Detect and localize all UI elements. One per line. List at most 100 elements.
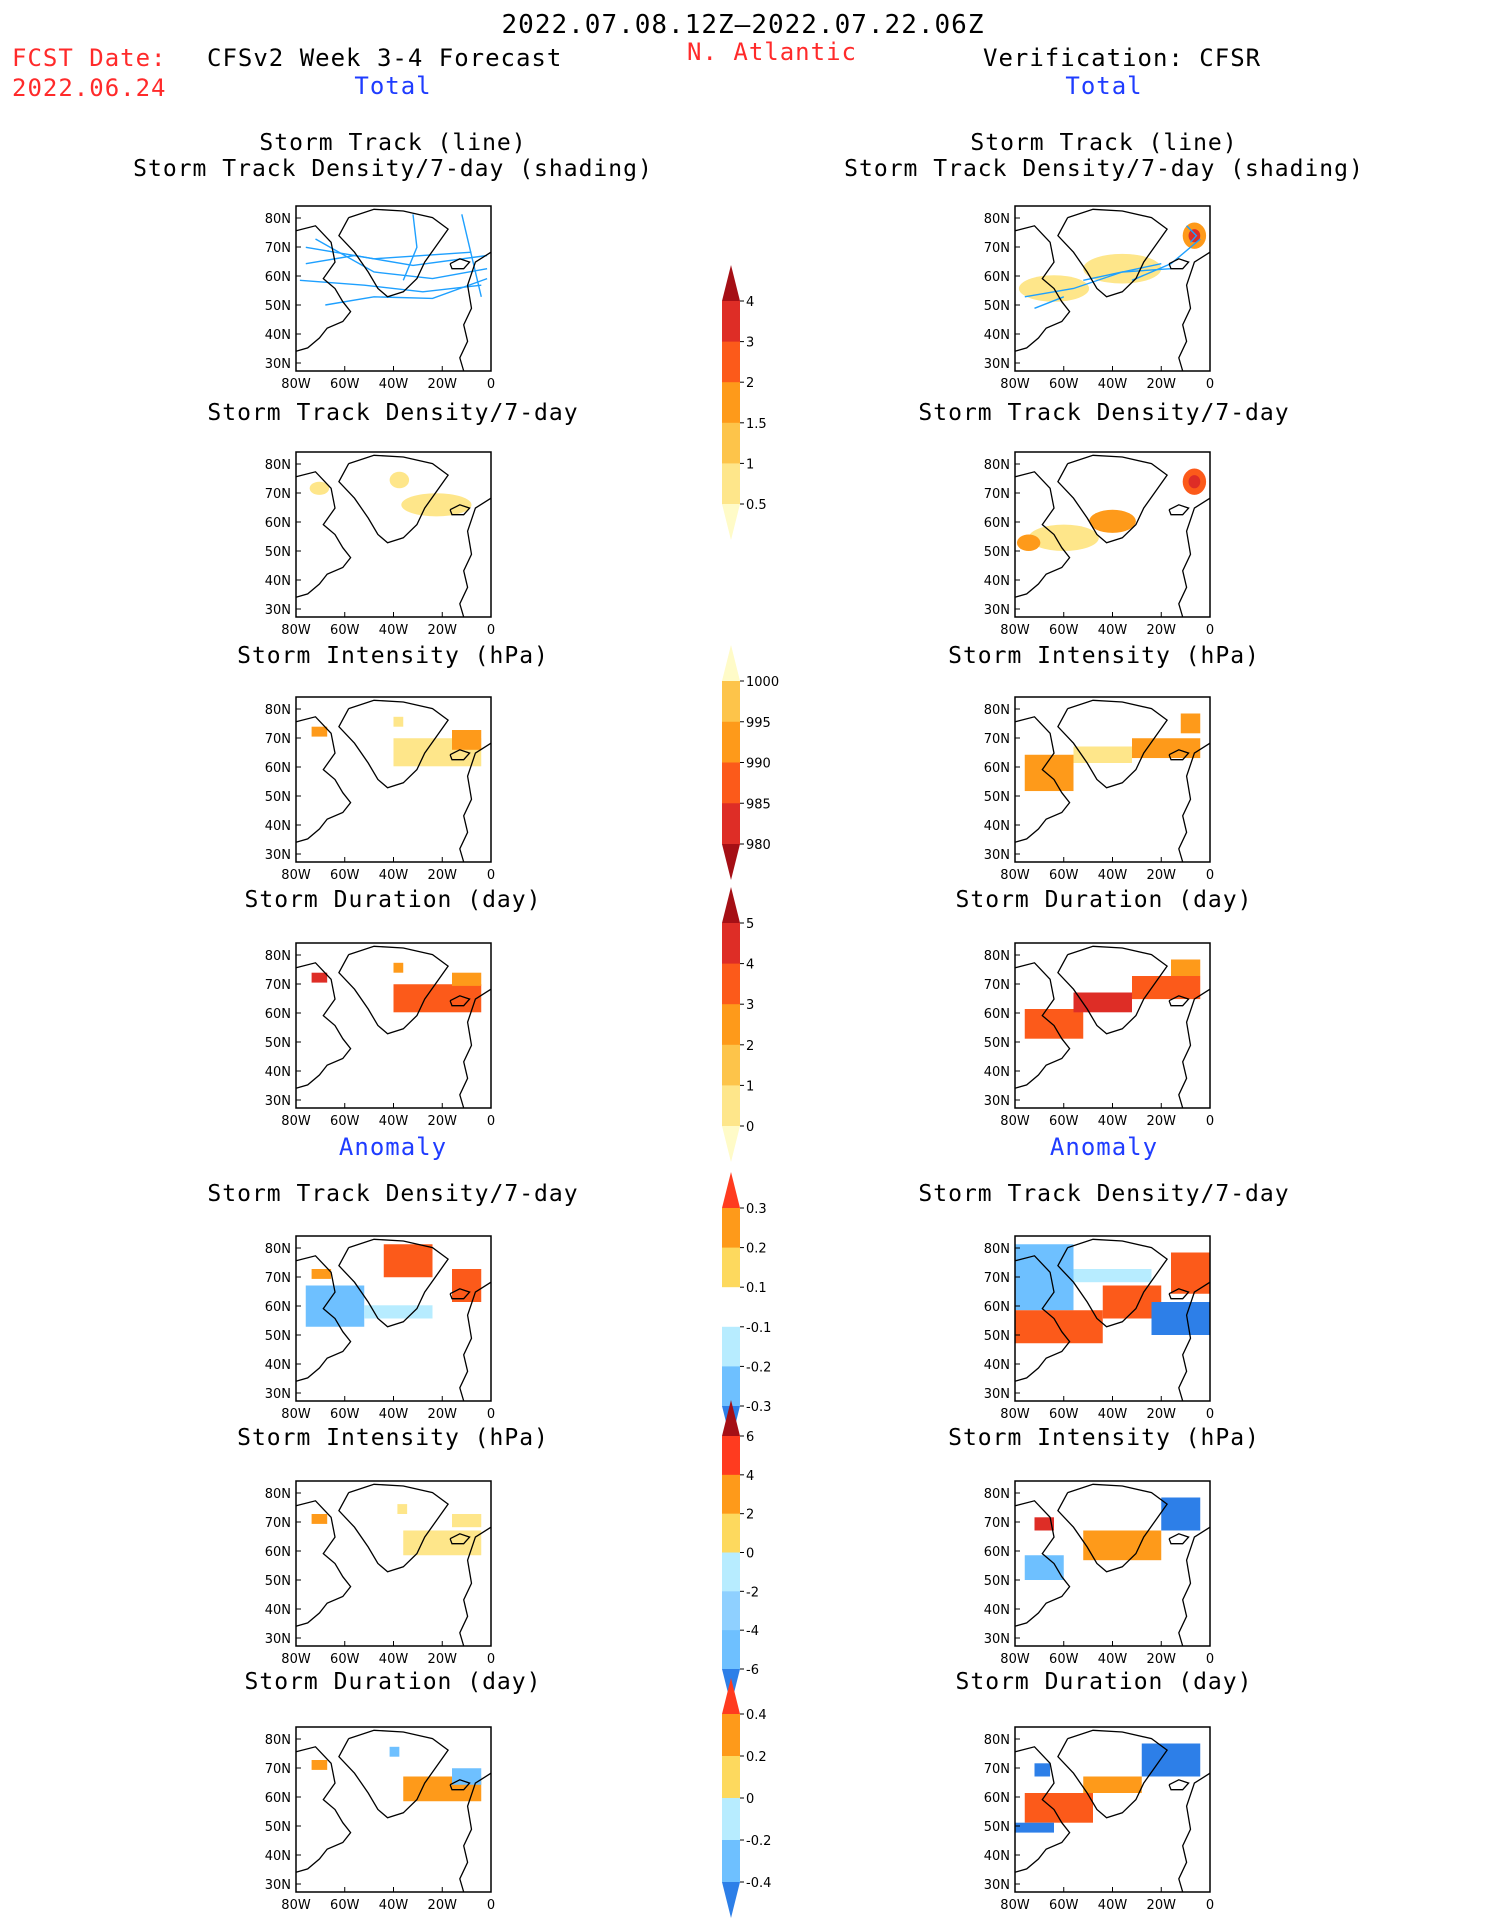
lon-tick-label: 20W (428, 377, 458, 392)
lat-tick-label: 30N (984, 603, 1010, 618)
lat-tick-label: 70N (984, 1762, 1010, 1777)
greenland-coastline (1057, 1729, 1168, 1819)
lat-tick-label: 40N (984, 1358, 1010, 1373)
colorbar-label: 995 (746, 716, 771, 731)
lat-tick-label: 70N (265, 241, 291, 256)
colorbar-top-arrow (722, 1172, 740, 1208)
lat-tick-label: 30N (984, 848, 1010, 863)
iceland-coastline (449, 995, 471, 1007)
north-america-coastline (1014, 225, 1071, 352)
storm-track-line (402, 214, 418, 281)
lat-tick-label: 80N (984, 212, 1010, 227)
colorbar-label: 0 (746, 1120, 754, 1135)
colorbar-top-arrow (722, 887, 740, 923)
map-canvas: 80N 70N 60N 50N 40N 30N 80W 60W 40W 20W 0 (984, 696, 1214, 883)
panel-title-duration-left: Storm Duration (day) (244, 887, 542, 913)
lon-tick-label: 20W (1147, 1407, 1177, 1422)
europe-coastline (459, 1281, 492, 1402)
lat-tick-label: 40N (984, 574, 1010, 589)
storm-track-line (461, 214, 482, 297)
shading-cell (393, 716, 404, 727)
lon-tick-label: 60W (1049, 1898, 1079, 1913)
europe-coastline (459, 1526, 492, 1647)
panel-title-track-line-right: Storm Track (line) (970, 130, 1238, 156)
colorbar-segment (722, 1591, 740, 1631)
greenland-coastline (1057, 945, 1168, 1035)
lat-tick-label: 80N (984, 949, 1010, 964)
colorbar-segment (722, 1630, 740, 1670)
lat-tick-label: 50N (984, 790, 1010, 805)
lat-tick-label: 60N (265, 1300, 291, 1315)
lon-tick-label: 20W (1147, 623, 1177, 638)
density-blob (1083, 253, 1162, 284)
greenland-coastline (338, 699, 449, 789)
greenland-coastline (1057, 1238, 1168, 1328)
lon-tick-label: 80W (1000, 868, 1030, 883)
europe-coastline (459, 988, 492, 1109)
lat-tick-label: 50N (265, 1329, 291, 1344)
lon-tick-label: 60W (1049, 1407, 1079, 1422)
lat-tick-label: 80N (984, 1487, 1010, 1502)
lat-tick-label: 60N (265, 1545, 291, 1560)
colorbar-segment (722, 1366, 740, 1407)
lat-tick-label: 30N (265, 603, 291, 618)
shading-cell (1151, 1302, 1210, 1335)
greenland-coastline (1057, 454, 1168, 544)
colorbar-label: 1.5 (746, 417, 767, 432)
lon-tick-label: 80W (281, 623, 311, 638)
lat-tick-label: 50N (984, 1574, 1010, 1589)
shading-cell (1083, 1776, 1142, 1793)
shading-cell (383, 1244, 433, 1278)
lon-tick-label: 20W (428, 1114, 458, 1129)
lat-tick-label: 50N (265, 1036, 291, 1051)
shading-cell (1180, 713, 1201, 734)
colorbar-label: 0.2 (746, 1242, 767, 1257)
lon-tick-label: 60W (1049, 868, 1079, 883)
north-america-coastline (295, 1746, 352, 1873)
map-canvas: 80N 70N 60N 50N 40N 30N 80W 60W 40W 20W 0 (984, 451, 1214, 638)
fcst-date-value: 2022.06.24 (12, 74, 167, 102)
colorbar-segment (722, 1436, 740, 1476)
lat-tick-label: 40N (265, 574, 291, 589)
map-panel-dur-anom-forecast: 80N 70N 60N 50N 40N 30N 80W 60W 40W 20W 0 (265, 1726, 495, 1913)
map-panel-dens-anom-forecast: 80N 70N 60N 50N 40N 30N 80W 60W 40W 20W 0 (265, 1235, 495, 1422)
lat-tick-label: 40N (984, 1849, 1010, 1864)
storm-track-line (305, 246, 472, 260)
colorbar-label: 0.5 (746, 498, 767, 513)
lon-tick-label: 80W (281, 1898, 311, 1913)
lon-tick-label: 0 (1206, 1407, 1214, 1422)
storm-track-line (1034, 296, 1065, 309)
map-panel-track-forecast: 80N 70N 60N 50N 40N 30N 80W 60W 40W 20W 0 (265, 205, 495, 392)
colorbar-canvas: 0.3 0.2 0.1 -0.1 -0.2 -0.3 (722, 1172, 771, 1442)
lat-tick-label: 50N (984, 1329, 1010, 1344)
colorbar-segment (722, 923, 740, 965)
shading-cell (311, 1760, 328, 1770)
greenland-coastline (338, 1238, 449, 1328)
north-america-coastline (295, 1255, 352, 1382)
shading-cell (1161, 1497, 1201, 1531)
lat-tick-label: 80N (265, 212, 291, 227)
shading-cell (403, 1530, 482, 1556)
density-blob (401, 493, 472, 517)
map-panel-duration-verification: 80N 70N 60N 50N 40N 30N 80W 60W 40W 20W 0 (984, 942, 1214, 1129)
shading-cell (1132, 738, 1201, 759)
colorbar-label: -2 (746, 1585, 759, 1600)
lat-tick-label: 70N (265, 1271, 291, 1286)
shading-cell (311, 1514, 328, 1524)
lat-tick-label: 30N (984, 1387, 1010, 1402)
colorbar-label: 4 (746, 1469, 754, 1484)
lat-tick-label: 70N (265, 1516, 291, 1531)
lat-tick-label: 80N (265, 703, 291, 718)
colorbar-segment (722, 721, 740, 763)
lon-tick-label: 20W (428, 1652, 458, 1667)
colorbar-canvas: 1000 995 990 985 980 (722, 645, 779, 880)
lon-tick-label: 40W (379, 1114, 409, 1129)
lat-tick-label: 30N (265, 1094, 291, 1109)
greenland-coastline (338, 945, 449, 1035)
lon-tick-label: 40W (379, 623, 409, 638)
lon-tick-label: 60W (1049, 1114, 1079, 1129)
lon-tick-label: 0 (1206, 1898, 1214, 1913)
density-blob (389, 471, 410, 489)
colorbar-label: 980 (746, 838, 771, 853)
europe-coastline (1178, 1772, 1211, 1893)
